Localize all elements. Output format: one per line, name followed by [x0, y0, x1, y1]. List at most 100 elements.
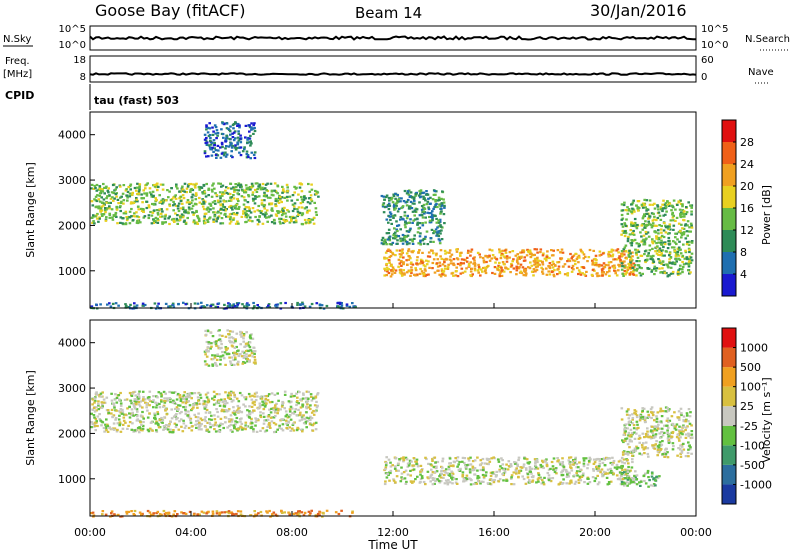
echo-cell: [390, 273, 394, 276]
echo-cell: [448, 472, 451, 475]
echo-cell: [411, 221, 414, 224]
echo-cell: [414, 267, 417, 270]
echo-cell: [230, 206, 233, 209]
echo-cell: [235, 305, 239, 308]
echo-cell: [438, 475, 441, 478]
echo-cell: [228, 339, 231, 342]
echo-cell: [157, 219, 160, 222]
echo-cell: [552, 275, 556, 278]
echo-cell: [659, 243, 663, 246]
echo-cell: [117, 202, 120, 205]
echo-cell: [666, 232, 670, 235]
echo-cell: [667, 239, 670, 243]
echo-cell: [162, 425, 166, 428]
echo-cell: [115, 409, 118, 412]
echo-cell: [161, 183, 165, 186]
echo-cell: [630, 212, 634, 215]
echo-cell: [606, 472, 610, 475]
echo-cell: [556, 460, 559, 463]
echo-cell: [629, 469, 632, 472]
echo-cell: [670, 437, 673, 440]
echo-cell: [683, 224, 687, 227]
echo-cell: [404, 482, 408, 485]
echo-cell: [310, 200, 314, 203]
echo-cell: [156, 221, 160, 224]
echo-cell: [588, 461, 591, 464]
echo-cell: [688, 422, 692, 425]
echo-cell: [157, 185, 160, 189]
echo-cell: [668, 204, 671, 207]
echo-cell: [676, 270, 680, 274]
echo-cell: [174, 197, 178, 200]
echo-cell: [621, 468, 624, 472]
echo-cell: [420, 475, 424, 478]
echo-cell: [385, 476, 389, 479]
echo-cell: [652, 212, 655, 215]
echo-cell: [666, 407, 669, 410]
echo-cell: [283, 220, 287, 223]
echo-cell: [304, 197, 307, 200]
echo-cell: [583, 481, 586, 484]
echo-cell: [106, 409, 110, 412]
echo-cell: [94, 424, 97, 427]
echo-cell: [141, 410, 144, 414]
echo-cell: [183, 400, 187, 403]
echo-cell: [623, 223, 627, 226]
echo-cell: [631, 450, 635, 453]
echo-cell: [400, 259, 403, 263]
echo-cell: [383, 238, 387, 241]
echo-cell: [216, 211, 219, 214]
echo-cell: [476, 251, 480, 254]
echo-cell: [675, 436, 679, 439]
echo-cell: [286, 190, 289, 193]
echo-cell: [473, 459, 477, 462]
echo-cell: [204, 419, 207, 423]
echo-cell: [309, 418, 312, 422]
echo-cell: [258, 404, 262, 407]
echo-cell: [218, 191, 222, 194]
echo-cell: [170, 187, 173, 190]
echo-cell: [690, 213, 693, 216]
echo-cell: [164, 424, 168, 427]
echo-cell: [517, 257, 520, 260]
echo-cell: [273, 431, 276, 434]
echo-cell: [208, 146, 212, 149]
echo-cell: [661, 260, 665, 263]
echo-cell: [660, 271, 663, 274]
echo-cell: [542, 466, 545, 470]
echo-cell: [293, 394, 296, 398]
echo-cell: [412, 480, 415, 483]
echo-cell: [245, 150, 249, 153]
echo-cell: [272, 194, 275, 197]
echo-cell: [482, 266, 485, 270]
echo-cell: [651, 431, 654, 434]
echo-cell: [168, 215, 171, 218]
echo-cell: [205, 125, 208, 128]
echo-cell: [631, 265, 634, 268]
echo-cell: [154, 418, 157, 421]
echo-cell: [681, 260, 684, 264]
echo-cell: [385, 232, 389, 235]
echo-cell: [212, 218, 215, 221]
echo-cell: [690, 226, 694, 229]
echo-cell: [679, 214, 682, 217]
echo-cell: [690, 424, 693, 427]
echo-cell: [249, 134, 252, 137]
echo-cell: [419, 192, 422, 195]
echo-cell: [552, 249, 555, 252]
echo-cell: [137, 205, 140, 208]
echo-cell: [621, 229, 625, 233]
echo-cell: [230, 154, 233, 157]
echo-cell: [472, 257, 475, 260]
echo-cell: [166, 189, 169, 192]
echo-cell: [431, 483, 435, 486]
echo-cell: [240, 195, 244, 198]
echo-cell: [422, 480, 426, 484]
echo-cell: [615, 474, 619, 477]
echo-cell: [517, 476, 520, 479]
echo-cell: [473, 467, 477, 470]
echo-cell: [675, 242, 678, 246]
echo-cell: [517, 267, 521, 270]
echo-cell: [314, 211, 318, 214]
echo-cell: [535, 460, 538, 463]
